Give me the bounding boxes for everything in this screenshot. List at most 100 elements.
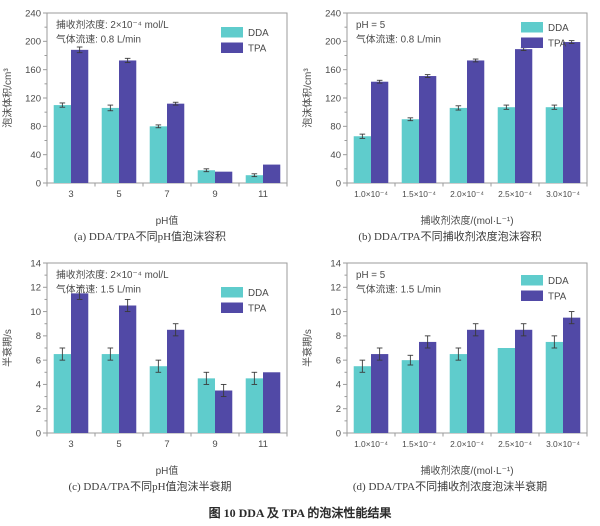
chart-a-cell: 0 40 80 120 160 200 240 3 5 7 9 11 捕收剂浓度: 2×10⁻⁴ mol…	[0, 0, 300, 250]
chart-d-canvas: 0 2 4 6 8 10 12 14 1.0×10⁻⁴ 1.5×10⁻⁴ 2.0×10⁻⁴ 2.5×1…	[300, 250, 600, 478]
x-tick-label: 11	[258, 439, 268, 450]
chart-d-cell: 0 2 4 6 8 10 12 14 1.0×10⁻⁴ 1.5×10⁻⁴ 2.0×10⁻⁴ 2.5×1…	[300, 250, 600, 500]
bar-DDA	[53, 105, 71, 183]
y-tick-label: 10	[30, 307, 41, 318]
y-tick-label: 0	[336, 178, 341, 189]
bar-TPA	[515, 329, 533, 433]
y-tick-label: 2	[336, 404, 341, 415]
bar-DDA	[101, 107, 119, 183]
y-tick-label: 8	[336, 331, 341, 342]
chart-c-svg: 0 2 4 6 8 10 12 14 3 5 7 9 11 捕收剂浓度: 2×10⁻⁴ mol/L 气体流速…	[1, 258, 288, 477]
annotation-text: pH = 5	[356, 20, 386, 31]
y-tick-label: 12	[30, 283, 41, 294]
chart-a-canvas: 0 40 80 120 160 200 240 3 5 7 9 11 捕收剂浓度: 2×10⁻⁴ mol…	[0, 0, 300, 228]
x-tick-label: 1.0×10⁻⁴	[354, 189, 388, 199]
bar-DDA	[53, 354, 71, 433]
chart-b-cell: 0 40 80 120 160 200 240 1.0×10⁻⁴ 1.5×10⁻⁴ 2.0×10⁻…	[300, 0, 600, 250]
bar-DDA	[545, 107, 563, 183]
bar-TPA	[263, 164, 281, 183]
bar-TPA	[371, 81, 389, 183]
x-tick-label: 7	[164, 189, 169, 200]
x-tick-label: 3	[68, 439, 73, 450]
chart-a-svg: 0 40 80 120 160 200 240 3 5 7 9 11 捕收剂浓度: 2×10⁻⁴ mol…	[1, 8, 288, 227]
chart-c-cell: 0 2 4 6 8 10 12 14 3 5 7 9 11 捕收剂浓度: 2×10⁻⁴ mol/L 气体流速…	[0, 250, 300, 500]
bar-DDA	[449, 354, 467, 433]
chart-b-caption: (b) DDA/TPA不同捕收剂浓度泡沫容积	[358, 231, 542, 243]
x-tick-label: 2.5×10⁻⁴	[498, 189, 532, 199]
legend-swatch-TPA	[521, 290, 543, 301]
annotation-text: 气体流速: 0.8 L/min	[356, 33, 441, 46]
chart-c-canvas: 0 2 4 6 8 10 12 14 3 5 7 9 11 捕收剂浓度: 2×10⁻⁴ mol/L 气体流速…	[0, 250, 300, 478]
bar-DDA	[245, 175, 263, 183]
x-axis-label: pH值	[156, 214, 179, 227]
legend-label-DDA: DDA	[248, 288, 269, 299]
y-axis-label: 泡沫体积/cm³	[1, 68, 14, 128]
bar-DDA	[353, 136, 371, 183]
bar-DDA	[101, 354, 119, 433]
annotation-text: 气体流速: 1.5 L/min	[56, 283, 141, 296]
legend-label-DDA: DDA	[548, 23, 569, 34]
y-tick-label: 4	[36, 380, 41, 391]
x-tick-label: 2.5×10⁻⁴	[498, 439, 532, 449]
annotation-text: 气体流速: 1.5 L/min	[356, 283, 441, 296]
y-tick-label: 0	[36, 428, 41, 439]
bar-TPA	[71, 293, 89, 433]
x-tick-label: 5	[116, 189, 121, 200]
x-tick-label: 3.0×10⁻⁴	[546, 189, 580, 199]
legend-swatch-DDA	[521, 22, 543, 33]
legend-label-TPA: TPA	[548, 39, 567, 50]
bar-TPA	[119, 305, 137, 433]
bar-DDA	[197, 170, 215, 183]
bar-DDA	[401, 360, 419, 433]
chart-c-caption: (c) DDA/TPA不同pH值泡沫半衰期	[68, 481, 232, 493]
y-tick-label: 14	[330, 258, 341, 269]
legend-swatch-TPA	[221, 302, 243, 313]
x-tick-label: 2.0×10⁻⁴	[450, 439, 484, 449]
legend-swatch-TPA	[521, 37, 543, 48]
legend-label-DDA: DDA	[248, 28, 269, 39]
y-tick-label: 6	[36, 355, 41, 366]
chart-b-svg: 0 40 80 120 160 200 240 1.0×10⁻⁴ 1.5×10⁻⁴ 2.0×10⁻…	[301, 8, 588, 227]
chart-d-caption: (d) DDA/TPA不同捕收剂浓度泡沫半衰期	[352, 481, 548, 493]
bar-DDA	[245, 378, 263, 433]
y-tick-label: 80	[330, 122, 341, 133]
bar-TPA	[167, 103, 185, 183]
y-tick-label: 40	[330, 150, 341, 161]
figure-caption: 图 10 DDA 及 TPA 的泡沫性能结果	[208, 506, 392, 520]
y-tick-label: 10	[330, 307, 341, 318]
x-tick-label: 7	[164, 439, 169, 450]
x-tick-label: 5	[116, 439, 121, 450]
annotation-text: 气体流速: 0.8 L/min	[56, 33, 141, 46]
bar-TPA	[215, 390, 233, 433]
x-tick-label: 1.5×10⁻⁴	[402, 439, 436, 449]
bar-TPA	[467, 329, 485, 433]
y-tick-label: 120	[325, 93, 341, 104]
bar-DDA	[197, 378, 215, 433]
legend-swatch-DDA	[221, 27, 243, 38]
bar-DDA	[149, 366, 167, 433]
bar-DDA	[449, 107, 467, 183]
bar-TPA	[515, 49, 533, 183]
legend-label-TPA: TPA	[248, 304, 267, 315]
bar-TPA	[467, 60, 485, 184]
bar-DDA	[149, 126, 167, 183]
legend-swatch-DDA	[221, 287, 243, 298]
y-tick-label: 12	[330, 283, 341, 294]
x-axis-label: 捕收剂浓度/(mol·L⁻¹)	[420, 464, 513, 477]
x-tick-label: 9	[212, 189, 217, 200]
y-tick-label: 8	[36, 331, 41, 342]
x-tick-label: 11	[258, 189, 268, 200]
chart-a-caption: (a) DDA/TPA不同pH值泡沫容积	[73, 231, 227, 243]
x-tick-label: 2.0×10⁻⁴	[450, 189, 484, 199]
bar-DDA	[497, 107, 515, 183]
y-tick-label: 160	[325, 65, 341, 76]
y-tick-label: 120	[25, 93, 41, 104]
bar-DDA	[353, 366, 371, 433]
y-tick-label: 4	[336, 380, 341, 391]
bar-DDA	[545, 341, 563, 433]
legend-swatch-DDA	[521, 275, 543, 286]
y-tick-label: 240	[25, 8, 41, 19]
annotation-text: pH = 5	[356, 270, 386, 281]
legend-label-TPA: TPA	[248, 44, 267, 55]
